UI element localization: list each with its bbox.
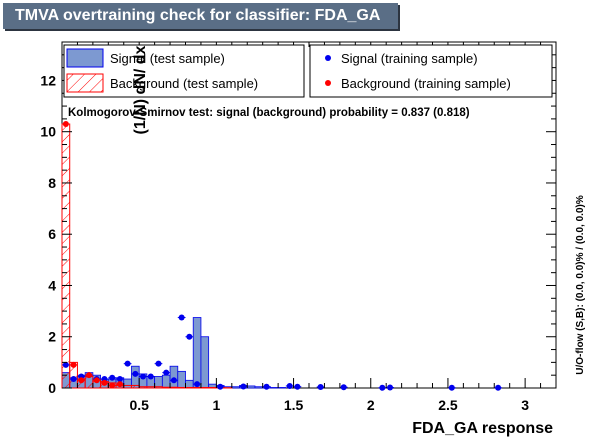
- signal-train-point: [317, 383, 324, 390]
- y-tick-label: 6: [48, 226, 56, 242]
- background-test-bar: [138, 386, 148, 389]
- signal-train-point: [70, 376, 77, 383]
- background-test-bar: [84, 375, 94, 389]
- x-tick-label: 1.5: [284, 397, 304, 413]
- x-tick-label: 1: [212, 397, 220, 413]
- signal-train-point: [147, 373, 154, 380]
- plot-frame: [61, 41, 557, 389]
- background-test-bar: [161, 386, 171, 389]
- signal-train-point: [124, 360, 131, 367]
- legend-label-signal-train: Signal (training sample): [341, 51, 478, 66]
- signal-test-bar: [177, 370, 186, 389]
- background-test-bar: [169, 386, 179, 389]
- y-tick-label: 0: [48, 380, 56, 396]
- background-test-bar: [61, 123, 71, 389]
- signal-test-bar: [185, 379, 194, 389]
- background-test-bar: [177, 386, 186, 389]
- signal-train-point: [109, 374, 116, 381]
- y-tick-label: 4: [48, 277, 56, 293]
- background-train-point: [101, 379, 108, 386]
- signal-train-point: [62, 361, 69, 368]
- signal-test-bar: [131, 365, 140, 389]
- signal-train-point: [286, 382, 293, 389]
- x-tick-label: 0.5: [129, 397, 149, 413]
- background-train-point: [78, 377, 85, 384]
- background-test-bar: [130, 384, 140, 389]
- background-train-point: [70, 361, 77, 368]
- signal-test-bar: [246, 385, 256, 389]
- signal-test-bar: [192, 317, 202, 389]
- legend-swatch-signal-test: [66, 48, 104, 68]
- ks-test-text: Kolmogorov-Smirnov test: signal (backgro…: [68, 107, 470, 119]
- signal-train-point: [495, 384, 502, 391]
- chart-title: TMVA overtraining check for classifier: …: [3, 3, 398, 29]
- background-test-bar: [208, 386, 217, 389]
- background-test-bar: [192, 386, 202, 389]
- points-layer: [62, 121, 502, 391]
- signal-test-bar: [169, 365, 179, 389]
- background-test-bar: [200, 386, 210, 389]
- signal-train-point: [140, 373, 147, 380]
- signal-train-point: [194, 381, 201, 388]
- overflow-text: U/O-flow (S,B): (0.0, 0.0)% / (0.0, 0.0)…: [575, 195, 586, 375]
- signal-train-point: [340, 384, 347, 391]
- legend-right: [309, 44, 553, 98]
- signal-test-bar: [161, 374, 171, 389]
- x-axis-label: FDA_GA response: [412, 420, 553, 437]
- signal-train-point: [379, 384, 386, 391]
- signal-train-point: [387, 384, 394, 391]
- signal-test-bar: [277, 387, 287, 389]
- signal-test-bar: [231, 386, 240, 389]
- signal-train-point: [217, 383, 224, 390]
- signal-train-point: [240, 383, 247, 390]
- background-train-point: [109, 382, 116, 389]
- signal-train-point: [170, 377, 177, 384]
- legend-marker-signal-train: [325, 55, 331, 61]
- background-test-bar: [123, 384, 132, 389]
- legend-left: [63, 44, 305, 98]
- legend-marker-background-train: [325, 80, 331, 86]
- y-axis-label: (1/N) dN/ dx: [132, 45, 149, 134]
- signal-train-point: [186, 333, 193, 340]
- background-test-bar: [154, 386, 163, 389]
- background-train-point: [116, 381, 123, 388]
- legend-swatch-background-test: [66, 73, 104, 93]
- background-train-point: [86, 372, 93, 379]
- signal-test-bar: [200, 336, 210, 389]
- signal-test-bar: [270, 387, 279, 389]
- x-tick-label: 2.5: [438, 397, 458, 413]
- y-tick-label: 8: [48, 175, 56, 191]
- y-tick-label: 2: [48, 329, 56, 345]
- background-train-point: [93, 377, 100, 384]
- signal-train-point: [263, 383, 270, 390]
- signal-train-point: [155, 360, 162, 367]
- background-test-bar: [146, 386, 156, 389]
- signal-train-point: [132, 370, 139, 377]
- signal-train-point: [294, 383, 301, 390]
- x-tick-label: 2: [367, 397, 375, 413]
- signal-train-point: [163, 369, 170, 376]
- background-train-point: [62, 121, 69, 128]
- signal-train-point: [116, 376, 123, 383]
- x-tick-label: 3: [521, 397, 529, 413]
- background-test-bar: [185, 386, 194, 389]
- y-tick-label: 12: [40, 72, 56, 88]
- signal-train-point: [178, 314, 185, 321]
- signal-train-point: [448, 384, 455, 391]
- legend-label-background-train: Background (training sample): [341, 76, 511, 91]
- y-tick-label: 10: [40, 124, 56, 140]
- legend-label-signal-test: Signal (test sample): [110, 51, 225, 66]
- signal-test-bar: [254, 386, 264, 389]
- legend-label-background-test: Background (test sample): [110, 76, 258, 91]
